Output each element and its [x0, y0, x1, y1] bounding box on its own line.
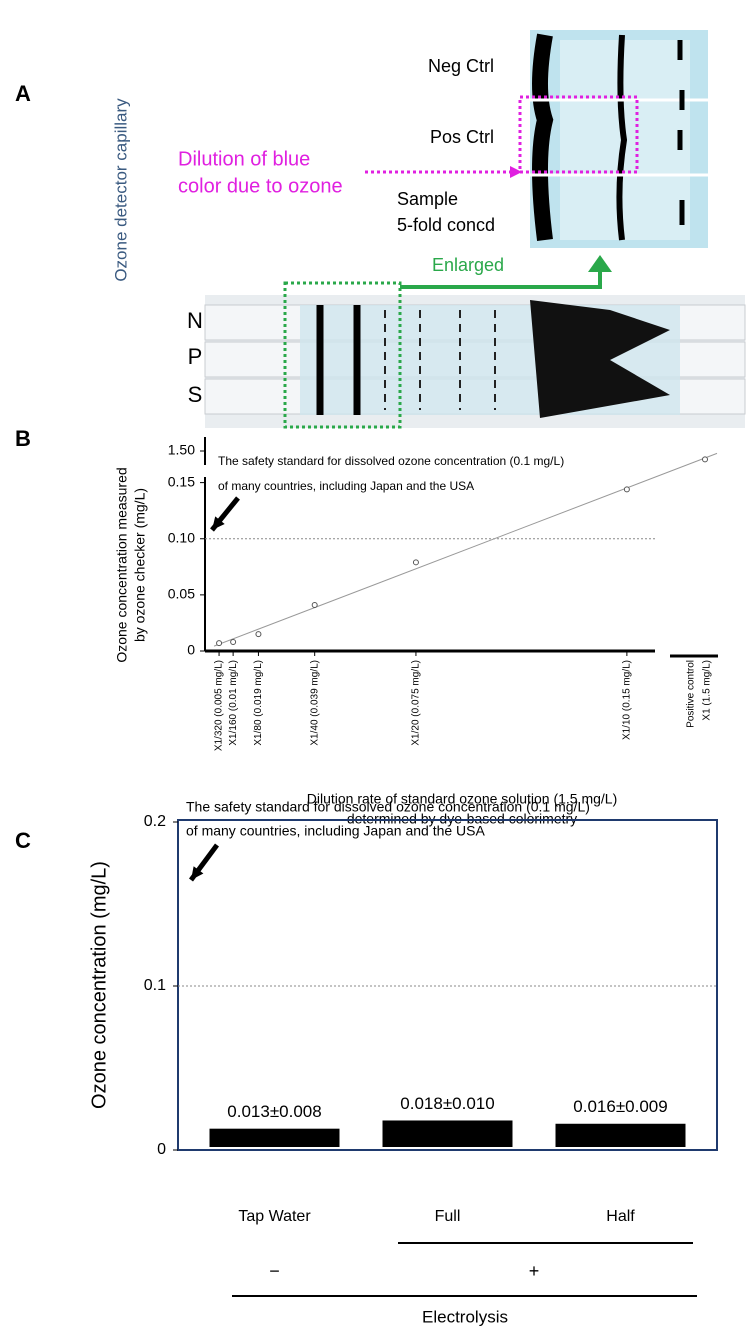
dilution-note: Dilution of blue [178, 148, 310, 170]
x-tick-label: Half [606, 1208, 635, 1225]
capillary-photo [204, 295, 746, 428]
y-tick-label: 0 [157, 1141, 166, 1158]
data-point [623, 486, 630, 493]
x-tick-label: Full [435, 1208, 461, 1225]
y-tick-label: 0.05 [168, 586, 195, 602]
row-label: Pos Ctrl [430, 127, 494, 147]
bar [555, 1123, 686, 1147]
x-tick-label: X1/320 (0.005 mg/L) [214, 660, 225, 751]
panel-label: B [15, 426, 31, 451]
dilution-note: color due to ozone [178, 175, 343, 197]
y-tick-label: 0.2 [144, 813, 166, 830]
y-tick-label: 0 [187, 642, 195, 658]
data-point [702, 456, 708, 463]
row-label: Neg Ctrl [428, 56, 494, 76]
arrowhead [212, 516, 225, 530]
x-axis-label: determined by dye-based colorimetry [347, 811, 577, 827]
data-point [216, 640, 223, 647]
value-label: 0.013±0.008 [227, 1102, 321, 1121]
arrowhead [191, 866, 204, 880]
panel-label: C [15, 828, 31, 853]
x-tick-label: X1/160 (0.01 mg/L) [228, 660, 239, 746]
y-axis-label: Ozone concentration measured [114, 467, 130, 662]
y-axis-label: by ozone checker (mg/L) [132, 488, 148, 642]
annotation: The safety standard for dissolved ozone … [186, 799, 590, 815]
y-tick-label: 0.15 [168, 473, 195, 489]
row-label: Sample [397, 189, 458, 209]
x-axis-label: Dilution rate of standard ozone solution… [307, 791, 618, 807]
data-point [412, 559, 419, 566]
x-tick-label: X1/10 (0.15 mg/L) [622, 660, 633, 740]
annotation: of many countries, including Japan and t… [218, 479, 474, 493]
annotation: of many countries, including Japan and t… [186, 823, 486, 839]
value-label: 0.018±0.010 [400, 1094, 494, 1113]
y-axis-label: Ozone concentration (mg/L) [88, 861, 110, 1109]
data-point [230, 639, 237, 646]
bar [382, 1120, 513, 1147]
annotation: The safety standard for dissolved ozone … [218, 454, 564, 468]
side-label: Ozone detector capillary [111, 98, 130, 282]
x-tick-label: X1/80 (0.019 mg/L) [253, 660, 264, 746]
group-label: Electrolysis [422, 1307, 508, 1326]
panel-label: A [15, 81, 31, 106]
arrowhead [588, 255, 612, 272]
x-tick-label: Positive control [686, 660, 697, 728]
group-sign: − [269, 1261, 280, 1281]
y-tick-label: 0.1 [144, 977, 166, 994]
y-tick-label: 1.50 [168, 442, 195, 458]
data-point [311, 601, 318, 608]
enlarge-arrow [400, 270, 602, 289]
x-tick-label: X1/20 (0.075 mg/L) [411, 660, 422, 746]
group-sign: + [529, 1261, 540, 1281]
fit-line [213, 452, 718, 647]
data-point [255, 631, 262, 638]
tube-label: N [187, 308, 203, 333]
enlarged-label: Enlarged [432, 255, 504, 275]
tube-label: P [188, 344, 203, 369]
plot-frame [177, 819, 718, 1151]
row-label: 5-fold concd [397, 215, 495, 235]
x-tick-label: X1/40 (0.039 mg/L) [309, 660, 320, 746]
tube-label: S [188, 382, 203, 407]
bar [209, 1128, 340, 1147]
x-tick-label: Tap Water [238, 1208, 311, 1225]
arrowhead [510, 166, 522, 178]
y-tick-label: 0.10 [168, 529, 195, 545]
enlarged-photo [530, 30, 708, 248]
value-label: 0.016±0.009 [573, 1097, 667, 1116]
x-tick-label: X1 (1.5 mg/L) [702, 660, 713, 721]
enlarge-box [283, 281, 402, 429]
